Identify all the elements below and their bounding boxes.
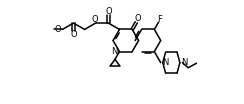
Text: N: N xyxy=(111,47,117,56)
Text: O: O xyxy=(105,7,112,16)
Text: N: N xyxy=(181,58,188,67)
Text: O: O xyxy=(91,15,98,24)
Text: F: F xyxy=(157,15,162,24)
Text: O: O xyxy=(70,30,77,39)
Text: O: O xyxy=(134,14,141,23)
Text: N: N xyxy=(162,58,168,67)
Text: O: O xyxy=(55,25,61,34)
